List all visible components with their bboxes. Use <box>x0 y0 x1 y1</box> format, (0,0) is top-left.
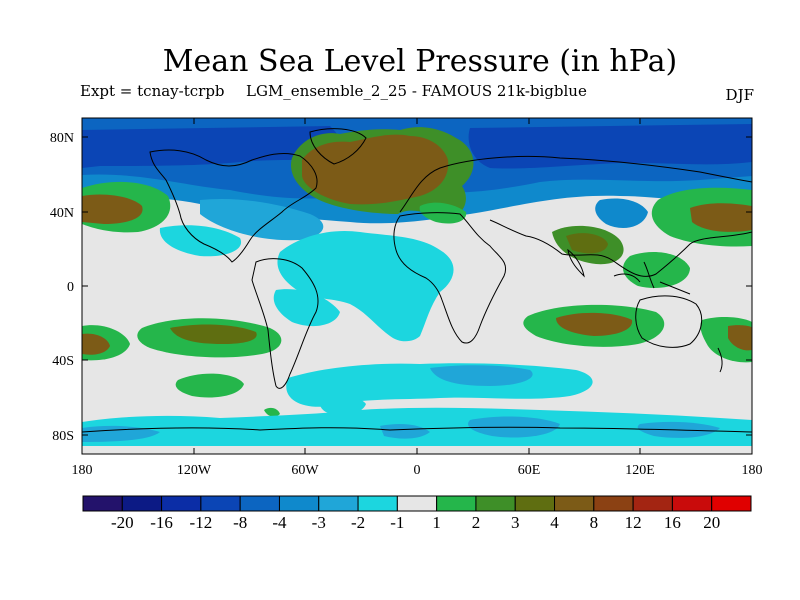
atlantic-cyan-patch <box>159 225 242 257</box>
latitude-labels: 80N 40N 0 40S 80S <box>50 131 74 444</box>
australia-coast <box>635 295 703 348</box>
lat-label: 80N <box>50 131 74 146</box>
colorbar-label: -8 <box>233 513 247 532</box>
colorbar-swatch <box>593 495 634 512</box>
africa-coast <box>393 212 506 344</box>
colorbar-label: -2 <box>351 513 365 532</box>
india-coast <box>567 248 585 278</box>
lon-label: 60E <box>518 463 541 478</box>
colorbar-label: 3 <box>511 513 520 532</box>
north-america-coast <box>149 149 318 263</box>
npac-west-brown <box>690 203 752 232</box>
atlantic-high-brown <box>302 134 449 205</box>
colorbar-swatch <box>671 495 713 512</box>
south-green-patch <box>175 373 244 398</box>
colorbar-swatch <box>121 495 163 512</box>
longitude-labels: 180 120W 60W 0 60E 120E 180 <box>72 463 763 478</box>
axis-ticks <box>81 118 753 454</box>
colorbar-swatch <box>554 495 595 512</box>
npac-east-brown <box>82 194 143 224</box>
colorbar <box>82 495 752 512</box>
lat-label: 0 <box>67 280 74 295</box>
colorbar-swatch <box>82 495 123 512</box>
ensemble-label: LGM_ensemble_2_25 - FAMOUS 21k-bigblue <box>246 82 587 100</box>
colorbar-label: 12 <box>625 513 642 532</box>
lon-label: 120E <box>625 463 655 478</box>
tropical-cyan <box>277 230 454 342</box>
antarctica-coast <box>82 426 752 433</box>
colorbar-swatch <box>200 495 241 512</box>
lon-label: 120W <box>177 463 212 478</box>
east-asia-green <box>623 252 690 288</box>
colorbar-swatch <box>475 495 516 512</box>
spac-olive <box>170 324 257 344</box>
colorbar-swatch <box>357 495 398 512</box>
aus-east-brown <box>728 325 752 351</box>
south-america-coast <box>251 258 319 389</box>
colorbar-label: 2 <box>472 513 481 532</box>
colorbar-label: -3 <box>312 513 326 532</box>
maritime-islands <box>613 261 691 295</box>
colorbar-label: -4 <box>272 513 287 532</box>
experiment-label: Expt = tcnay-tcrpb <box>80 82 225 100</box>
north-dark-blue <box>82 126 345 168</box>
lon-label: 180 <box>72 463 93 478</box>
lat-label: 40N <box>50 206 74 221</box>
colorbar-labels: -20 -16 -12 -8 -4 -3 -2 -1 1 2 3 4 8 12 16 20 <box>111 513 720 532</box>
south-indian-brown <box>556 312 633 336</box>
greenland-coast <box>309 128 367 165</box>
spac-west-brown <box>82 333 110 355</box>
colorbar-swatch <box>278 495 320 512</box>
new-zealand-coast <box>717 347 723 373</box>
colorbar-label: 16 <box>664 513 681 532</box>
pacific-lightblue <box>200 198 324 241</box>
antarctic-blue-west <box>380 424 430 439</box>
colorbar-label: 8 <box>590 513 599 532</box>
colorbar-swatch <box>436 495 477 512</box>
colorbar-swatch <box>711 495 752 512</box>
east-pacific-cyan <box>273 289 340 327</box>
colorbar-swatch <box>632 495 673 512</box>
colorbar-swatch <box>514 495 556 512</box>
colorbar-swatch <box>161 495 202 512</box>
colorbar-label: -12 <box>190 513 213 532</box>
colorbar-swatch <box>318 495 359 512</box>
colorbar-label: -1 <box>390 513 404 532</box>
season-label: DJF <box>725 86 754 104</box>
lat-label: 40S <box>52 354 74 369</box>
siberia-dark-blue <box>468 124 752 169</box>
colorbar-label: 4 <box>550 513 559 532</box>
colorbar-label: 1 <box>432 513 441 532</box>
antarctic-lightblue <box>82 425 160 442</box>
lon-label: 60W <box>291 463 319 478</box>
colorbar-label: -16 <box>150 513 173 532</box>
eurasia-coast <box>399 155 752 277</box>
asia-blue <box>595 198 648 228</box>
colorbar-swatch <box>396 495 438 512</box>
lon-label: 0 <box>414 463 421 478</box>
plot-title: Mean Sea Level Pressure (in hPa) <box>162 44 678 79</box>
lat-label: 80S <box>52 429 74 444</box>
colorbar-label: -20 <box>111 513 134 532</box>
colorbar-label: 20 <box>703 513 720 532</box>
south-green-small <box>264 407 280 417</box>
contour-field <box>82 118 752 454</box>
southern-lightblue <box>430 365 533 386</box>
asia-olive <box>566 233 608 254</box>
coastlines <box>82 128 752 433</box>
lon-label: 180 <box>742 463 763 478</box>
colorbar-swatch <box>239 495 280 512</box>
